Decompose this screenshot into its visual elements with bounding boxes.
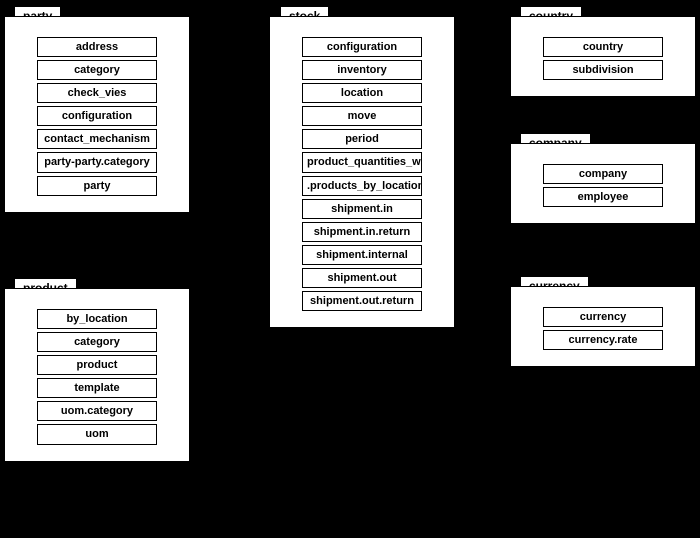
item-stock-shipment-out-return: shipment.out.return: [302, 291, 422, 311]
module-body-company: company employee: [511, 144, 695, 223]
item-product-product: product: [37, 355, 157, 375]
item-stock-shipment-internal: shipment.internal: [302, 245, 422, 265]
item-stock-inventory: inventory: [302, 60, 422, 80]
module-body-stock: configuration inventory location move pe…: [270, 17, 454, 327]
item-product-by-location: by_location: [37, 309, 157, 329]
module-country: country subdivision: [510, 16, 696, 97]
item-stock-product-quantities-warehouse: product_quantities_warehouse: [302, 152, 422, 172]
module-product: by_location category product template uo…: [4, 288, 190, 462]
item-product-template: template: [37, 378, 157, 398]
item-stock-shipment-out: shipment.out: [302, 268, 422, 288]
item-product-category: category: [37, 332, 157, 352]
item-stock-shipment-in: shipment.in: [302, 199, 422, 219]
module-company: company employee: [510, 143, 696, 224]
item-party-party-category: party-party.category: [37, 152, 157, 172]
item-product-uom-category: uom.category: [37, 401, 157, 421]
item-company-employee: employee: [543, 187, 663, 207]
item-stock-period: period: [302, 129, 422, 149]
item-product-uom: uom: [37, 424, 157, 444]
item-stock-move: move: [302, 106, 422, 126]
item-stock-configuration: configuration: [302, 37, 422, 57]
module-body-currency: currency currency.rate: [511, 287, 695, 366]
item-company-company: company: [543, 164, 663, 184]
item-party-address: address: [37, 37, 157, 57]
item-currency-currency-rate: currency.rate: [543, 330, 663, 350]
item-currency-currency: currency: [543, 307, 663, 327]
item-party-contact-mechanism: contact_mechanism: [37, 129, 157, 149]
item-stock-products-by-locations: .products_by_locations: [302, 176, 422, 196]
module-body-product: by_location category product template uo…: [5, 289, 189, 461]
module-currency: currency currency.rate: [510, 286, 696, 367]
item-country-subdivision: subdivision: [543, 60, 663, 80]
item-party-category: category: [37, 60, 157, 80]
item-party-configuration: configuration: [37, 106, 157, 126]
item-party-check-vies: check_vies: [37, 83, 157, 103]
item-country-country: country: [543, 37, 663, 57]
module-party: address category check_vies configuratio…: [4, 16, 190, 213]
item-party-party: party: [37, 176, 157, 196]
item-stock-shipment-in-return: shipment.in.return: [302, 222, 422, 242]
module-body-country: country subdivision: [511, 17, 695, 96]
module-stock: configuration inventory location move pe…: [269, 16, 455, 328]
module-body-party: address category check_vies configuratio…: [5, 17, 189, 212]
item-stock-location: location: [302, 83, 422, 103]
